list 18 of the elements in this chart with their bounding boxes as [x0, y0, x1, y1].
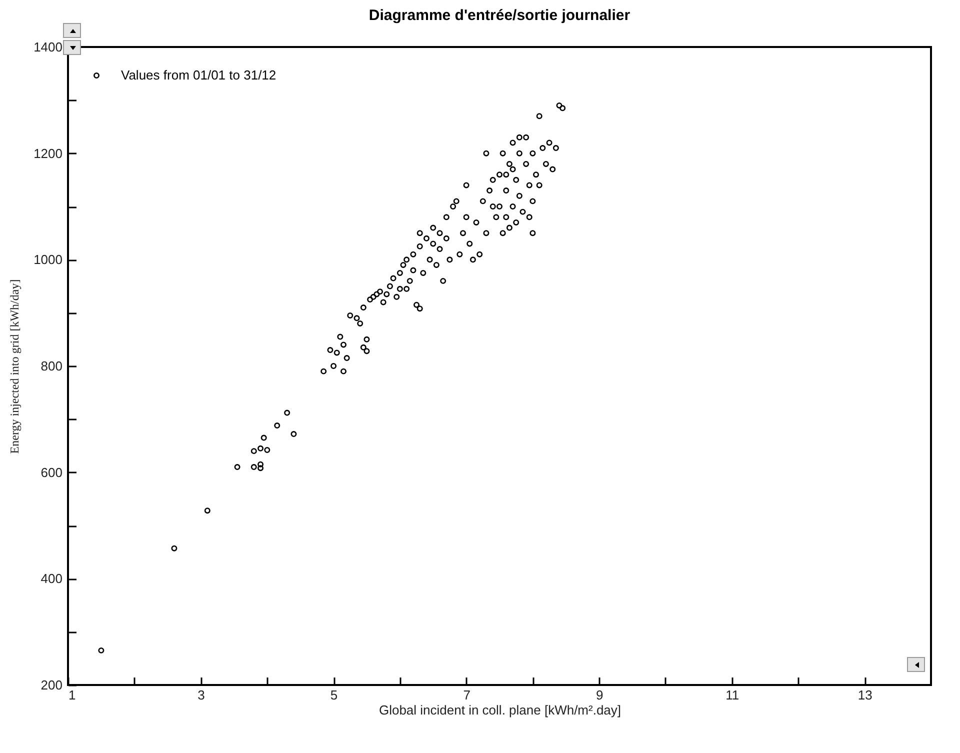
y-tick-label: 200: [40, 678, 62, 692]
x-tick-label: 1: [68, 688, 76, 702]
x-tick-label: 7: [463, 688, 470, 702]
x-axis-title: Global incident in coll. plane [kWh/m².day]: [378, 702, 622, 718]
y-tick-label: 1000: [34, 252, 62, 268]
legend-label: Values from 01/01 to 31/12: [121, 68, 276, 82]
y-tick-label: 400: [40, 571, 62, 586]
chart-title: Diagramme d'entrée/sortie journalier: [368, 7, 630, 24]
x-tick-label: 5: [330, 688, 338, 702]
y-tick-label: 1200: [34, 146, 62, 161]
y-tick-label: 800: [40, 358, 62, 374]
y-axis-title: Energy injected into grid [kWh/day]: [8, 279, 22, 454]
x-tick-label: 3: [198, 688, 205, 702]
y-tick-label: 600: [40, 464, 62, 480]
x-tick-label: 11: [726, 688, 740, 702]
x-tick-label: 13: [858, 688, 872, 702]
x-tick-label: 9: [596, 688, 604, 702]
y-tick-label: 1400: [34, 40, 62, 54]
